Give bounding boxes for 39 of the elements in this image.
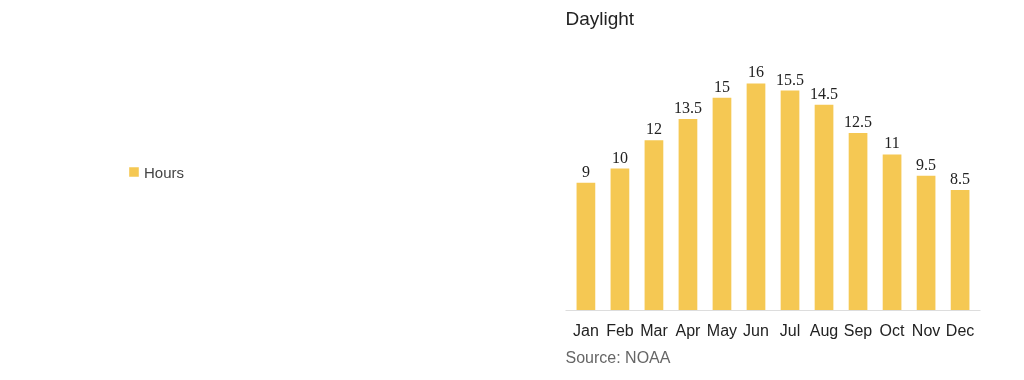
x-tick-label: Jul: [779, 321, 801, 339]
data-label: 12.5: [844, 113, 873, 131]
chart-title: Daylight: [565, 7, 635, 29]
bar: [848, 133, 868, 311]
data-label: 10: [611, 148, 628, 166]
bar: [678, 118, 698, 311]
bar: [576, 182, 596, 311]
x-tick-label: Mar: [640, 321, 669, 339]
data-label: 9.5: [916, 155, 937, 173]
bar: [746, 83, 766, 311]
x-tick-label: Sep: [843, 321, 873, 339]
bar: [780, 90, 800, 311]
data-label: 11: [884, 134, 900, 152]
x-tick-label: Oct: [879, 321, 906, 339]
bar: [882, 154, 902, 311]
bar: [644, 140, 664, 311]
bar: [950, 189, 970, 311]
bar: [712, 97, 732, 311]
bar: [610, 168, 630, 311]
x-tick-label: Nov: [911, 321, 941, 339]
x-tick-label: Apr: [675, 321, 702, 339]
data-label: 8.5: [950, 169, 971, 187]
data-label: 12: [645, 120, 662, 138]
x-tick-label: Dec: [945, 321, 975, 339]
x-tick-label: Aug: [809, 321, 839, 339]
source-note: Source: NOAA: [565, 348, 671, 366]
x-tick-label: Jan: [573, 321, 599, 339]
data-label: 14.5: [810, 84, 839, 102]
x-tick-label: Jun: [743, 321, 769, 339]
bar: [916, 175, 936, 311]
data-label: 15.5: [776, 70, 805, 88]
x-tick-label: Feb: [606, 321, 634, 339]
x-tick-label: May: [706, 321, 738, 339]
data-label: 9: [581, 162, 590, 180]
data-label: 16: [747, 63, 764, 81]
legend-label: Hours: [143, 163, 185, 180]
bar: [814, 104, 834, 311]
data-label: 13.5: [673, 98, 702, 116]
data-label: 15: [713, 77, 730, 95]
